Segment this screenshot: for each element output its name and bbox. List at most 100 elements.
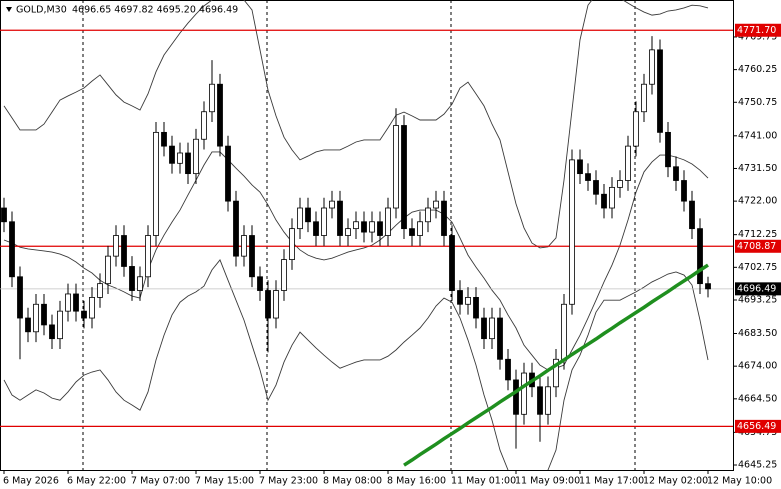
candle-body (121, 235, 127, 267)
candle-body (9, 221, 15, 278)
candle-body (225, 145, 231, 202)
plot-frame (0, 0, 734, 471)
lower-band (3, 259, 709, 470)
candle-body (625, 145, 631, 181)
y-tick-label: 4645.25 (738, 460, 777, 471)
candle-body (337, 200, 343, 236)
candle-body (697, 228, 703, 285)
candle-body (377, 221, 383, 236)
candle-body (489, 317, 495, 340)
candle-body (401, 125, 407, 230)
candle-body (681, 180, 687, 202)
candle-body (169, 145, 175, 164)
candle-body (161, 131, 167, 147)
trend-line (403, 263, 709, 467)
current-price-box (735, 282, 781, 296)
candle-body (25, 317, 31, 333)
candle-body (97, 283, 103, 298)
day-separators (82, 0, 636, 470)
candle-body (425, 207, 431, 223)
candle-body (441, 200, 447, 236)
candle-body (409, 228, 415, 236)
candle-body (217, 83, 223, 147)
candle-body (57, 310, 63, 340)
candle-body (153, 131, 159, 236)
candle-body (633, 111, 639, 147)
candle-body (249, 235, 255, 278)
y-tick-label: 4769.75 (738, 31, 777, 42)
y-tick-label: 4731.50 (738, 163, 777, 174)
candle-body (689, 200, 695, 230)
y-tick-label: 4741.00 (738, 130, 777, 141)
candle-body (369, 221, 375, 233)
candle-body (705, 283, 711, 290)
x-tick-label: 12 May 10:00 (707, 476, 772, 487)
x-tick-label: 6 May 2026 (3, 476, 59, 487)
menu-arrow (6, 7, 12, 12)
x-tick-label: 6 May 22:00 (67, 476, 126, 487)
candle-body (41, 303, 47, 326)
candle-body (273, 290, 279, 319)
candle-body (593, 180, 599, 195)
y-tick-label: 4693.25 (738, 294, 777, 305)
candle-body (81, 310, 87, 319)
candle-body (257, 276, 263, 291)
level-label: 4771.70 (737, 25, 776, 36)
candle-body (65, 293, 71, 312)
level-label: 4708.87 (737, 241, 776, 252)
candle-body (297, 207, 303, 230)
candle-body (185, 152, 191, 175)
candle-body (89, 297, 95, 319)
candle-body (545, 386, 551, 415)
candle-body (505, 358, 511, 381)
candle-body (1, 207, 7, 223)
candle-body (393, 125, 399, 209)
candle-body (193, 138, 199, 175)
candle-body (577, 159, 583, 175)
candle-body (201, 111, 207, 140)
candle-body (649, 49, 655, 85)
candle-body (457, 290, 463, 305)
x-tick-label: 7 May 15:00 (195, 476, 254, 487)
candle-body (553, 358, 559, 388)
candle-body (665, 131, 671, 168)
candle-body (561, 303, 567, 360)
candle-body (657, 49, 663, 133)
candle-body (641, 83, 647, 113)
symbol-title: GOLD,M30 (16, 5, 67, 16)
level-label-box (735, 23, 781, 37)
axes: 4769.75 4760.25 4750.75 4741.00 4731.50 4722.… (3, 23, 781, 487)
level-label-box (735, 419, 781, 433)
candle-body (33, 303, 39, 333)
candle-body (473, 297, 479, 319)
quote: 4696.65 4697.82 4695.20 4696.49 (72, 5, 238, 16)
candle-body (673, 166, 679, 181)
candle-body (137, 276, 143, 291)
y-tick-label: 4750.75 (738, 97, 777, 108)
candle-body (209, 83, 215, 113)
candle-body (289, 228, 295, 260)
candle-body (585, 173, 591, 181)
candle-body (305, 207, 311, 223)
level-label: 4656.49 (737, 421, 776, 432)
y-tick-label: 4760.25 (738, 64, 777, 75)
candle-body (345, 228, 351, 236)
candle-body (353, 221, 359, 230)
candle-body (49, 324, 55, 340)
candle-body (497, 317, 503, 360)
candle-body (465, 297, 471, 305)
x-tick-label: 8 May 08:00 (323, 476, 382, 487)
candle-body (321, 207, 327, 236)
candle-body (521, 372, 527, 415)
candle-body (449, 235, 455, 291)
candle-body (129, 266, 135, 291)
y-tick-label: 4722.00 (738, 196, 777, 207)
candle-body (145, 235, 151, 278)
candle-body (177, 152, 183, 164)
x-tick-label: 11 May 17:00 (579, 476, 644, 487)
y-tick-label: 4683.50 (738, 328, 777, 339)
candle-body (361, 221, 367, 233)
x-tick-label: 11 May 09:00 (515, 476, 580, 487)
